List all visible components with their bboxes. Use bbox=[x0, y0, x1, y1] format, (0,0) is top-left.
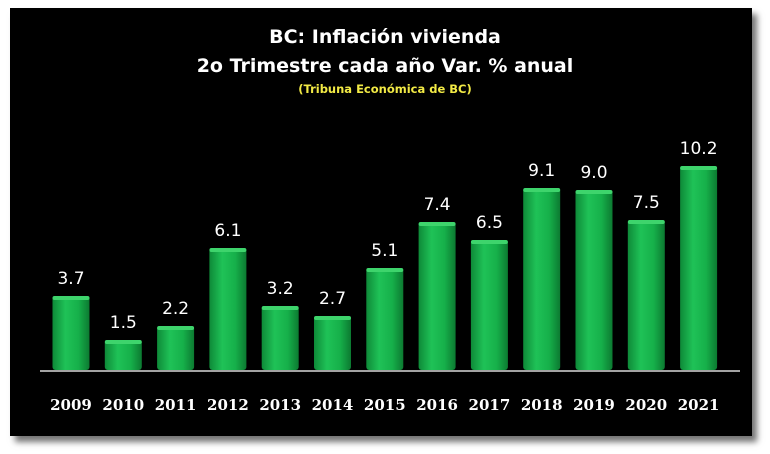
value-labels-group: 3.7 1.5 2.2 6.1 3.2 2.7 5.1 7.4 6.5 9.1 9.0 7.5 10.2 bbox=[57, 139, 717, 333]
bar-cap-2016 bbox=[418, 222, 456, 226]
tick-label-2013: 2013 bbox=[259, 396, 301, 414]
tick-label-2015: 2015 bbox=[364, 396, 406, 414]
bar-cap-2015 bbox=[366, 268, 404, 272]
value-label-2018: 9.1 bbox=[528, 161, 555, 181]
bar-cap-2014 bbox=[314, 316, 351, 320]
bar-cap-2018 bbox=[523, 188, 561, 192]
bar-2019 bbox=[575, 190, 613, 370]
bar-cap-2013 bbox=[261, 306, 299, 310]
bar-2018 bbox=[523, 188, 561, 370]
value-label-2017: 6.5 bbox=[476, 213, 503, 233]
bar-2021 bbox=[680, 166, 718, 370]
tick-label-2011: 2011 bbox=[155, 396, 197, 414]
value-label-2014: 2.7 bbox=[319, 289, 346, 309]
value-label-2021: 10.2 bbox=[680, 139, 718, 159]
bar-2009 bbox=[52, 296, 90, 370]
bar-2015 bbox=[366, 268, 404, 370]
bar-cap-2021 bbox=[680, 166, 718, 170]
tick-labels-group: 2009 2010 2011 2012 2013 2014 2015 2016 2017 2018… bbox=[50, 396, 719, 414]
bar-cap-2012 bbox=[209, 248, 247, 252]
chart-subtitle: (Tribuna Económica de BC) bbox=[298, 82, 471, 96]
tick-label-2010: 2010 bbox=[102, 396, 144, 414]
value-label-2016: 7.4 bbox=[424, 195, 451, 215]
bar-cap-2017 bbox=[470, 240, 508, 244]
value-label-2013: 3.2 bbox=[267, 279, 294, 299]
tick-label-2016: 2016 bbox=[416, 396, 458, 414]
value-label-2012: 6.1 bbox=[214, 221, 241, 241]
tick-label-2012: 2012 bbox=[207, 396, 249, 414]
tick-label-2018: 2018 bbox=[521, 396, 563, 414]
bar-2017 bbox=[470, 240, 508, 370]
tick-label-2014: 2014 bbox=[312, 396, 354, 414]
bar-cap-2009 bbox=[52, 296, 90, 300]
bar-cap-2019 bbox=[575, 190, 613, 194]
chart-title-line1: BC: Inflación vivienda bbox=[269, 26, 501, 48]
bar-2010 bbox=[104, 340, 142, 370]
chart-title-line2: 2o Trimestre cada año Var. % anual bbox=[197, 55, 574, 77]
value-label-2010: 1.5 bbox=[110, 313, 137, 333]
bars-group bbox=[52, 166, 718, 370]
bar-cap-2010 bbox=[104, 340, 142, 344]
bar-2014 bbox=[314, 316, 351, 370]
bar-cap-2011 bbox=[157, 326, 195, 330]
tick-label-2021: 2021 bbox=[678, 396, 720, 414]
bar-2011 bbox=[157, 326, 195, 370]
value-label-2009: 3.7 bbox=[57, 269, 84, 289]
tick-label-2019: 2019 bbox=[573, 396, 615, 414]
bar-2020 bbox=[627, 220, 665, 370]
tick-label-2020: 2020 bbox=[625, 396, 667, 414]
bar-2016 bbox=[418, 222, 456, 370]
value-label-2019: 9.0 bbox=[580, 163, 607, 183]
value-label-2011: 2.2 bbox=[162, 299, 189, 319]
bar-cap-2020 bbox=[627, 220, 665, 224]
tick-label-2017: 2017 bbox=[469, 396, 511, 414]
tick-label-2009: 2009 bbox=[50, 396, 92, 414]
bar-2013 bbox=[261, 306, 299, 370]
value-label-2020: 7.5 bbox=[633, 193, 660, 213]
value-label-2015: 5.1 bbox=[371, 241, 398, 261]
bar-2012 bbox=[209, 248, 247, 370]
